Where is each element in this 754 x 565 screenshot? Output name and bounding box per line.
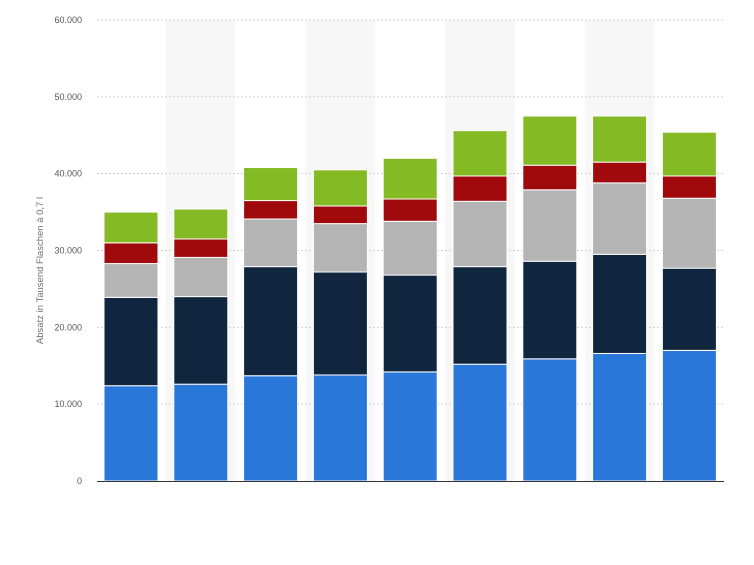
y-axis-label: Absatz in Tausend Flaschen à 0,7 l (35, 197, 46, 344)
bar-segment-series-2 (243, 266, 299, 377)
bar-segment-series-4 (103, 242, 159, 265)
bar-segment-series-4 (452, 175, 508, 202)
bar-segment-series-1 (382, 371, 438, 482)
y-axis-ticks: 0 10.000 20.000 30.000 40.000 50.000 60.000 (54, 15, 82, 486)
bar-segment-series-3 (243, 218, 299, 268)
bar-segment-series-3 (452, 200, 508, 268)
bar-segment-series-3 (382, 220, 438, 276)
bars (103, 115, 717, 482)
bar-segment-series-2 (452, 266, 508, 365)
bar-segment-series-1 (452, 363, 508, 482)
bar-segment-series-5 (452, 130, 508, 177)
bar-segment-series-1 (592, 352, 648, 482)
bar-segment-series-5 (522, 115, 578, 166)
bar-segment-series-4 (312, 205, 368, 225)
bar-segment-series-5 (312, 169, 368, 207)
bar-segment-series-5 (661, 131, 717, 177)
y-tick-label: 0 (77, 476, 82, 486)
bar-segment-series-1 (312, 374, 368, 482)
bar-segment-series-1 (522, 358, 578, 482)
bar-segment-series-4 (522, 164, 578, 191)
y-tick-label: 10.000 (54, 399, 82, 409)
bar-segment-series-5 (592, 115, 648, 163)
bar-segment-series-1 (103, 385, 159, 482)
bar-segment-series-1 (173, 383, 229, 482)
bar-segment-series-2 (173, 296, 229, 385)
bar-segment-series-3 (592, 182, 648, 255)
bar-segment-series-3 (661, 197, 717, 269)
bar-segment-series-5 (103, 211, 159, 244)
bar-segment-series-2 (382, 274, 438, 373)
bar-segment-series-1 (661, 349, 717, 482)
bar-segment-series-5 (173, 208, 229, 240)
bar-segment-series-4 (661, 175, 717, 199)
bar-segment-series-2 (592, 253, 648, 354)
bar-segment-series-3 (173, 256, 229, 298)
bar-segment-series-2 (661, 267, 717, 351)
y-tick-label: 60.000 (54, 15, 82, 25)
bar-segment-series-5 (382, 157, 438, 200)
y-tick-label: 50.000 (54, 92, 82, 102)
bar-segment-series-3 (103, 263, 159, 298)
bar-segment-series-2 (522, 260, 578, 360)
bar-segment-series-3 (312, 223, 368, 273)
bar-segment-series-4 (173, 238, 229, 258)
bar-segment-series-5 (243, 167, 299, 202)
y-tick-label: 20.000 (54, 322, 82, 332)
bar-segment-series-4 (592, 161, 648, 184)
bar-segment-series-4 (382, 198, 438, 222)
bar-segment-series-2 (312, 271, 368, 376)
bar-segment-series-2 (103, 296, 159, 387)
bar-segment-series-4 (243, 200, 299, 220)
y-tick-label: 40.000 (54, 169, 82, 179)
y-tick-label: 30.000 (54, 246, 82, 256)
bar-segment-series-1 (243, 375, 299, 482)
bar-segment-series-3 (522, 189, 578, 262)
